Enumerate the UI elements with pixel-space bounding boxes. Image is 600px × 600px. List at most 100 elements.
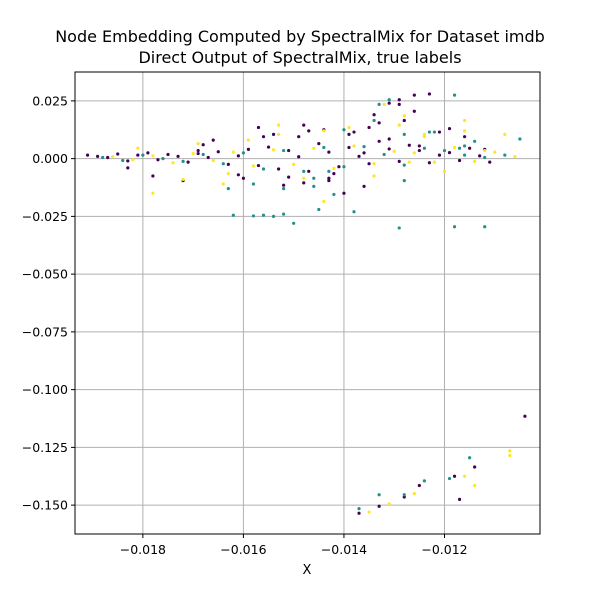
scatter-point [473, 139, 477, 143]
scatter-point [156, 158, 160, 162]
scatter-point [241, 151, 246, 155]
scatter-point [312, 184, 316, 188]
scatter-point [246, 138, 251, 142]
scatter-point [176, 154, 180, 158]
scatter-point [287, 148, 291, 153]
scatter-point [387, 101, 391, 105]
scatter-point [221, 162, 225, 166]
scatter-point [196, 151, 200, 156]
scatter-point [186, 160, 190, 164]
scatter-point [302, 123, 306, 127]
scatter-point [397, 226, 401, 230]
scatter-point [473, 465, 477, 469]
scatter-point [508, 453, 512, 458]
scatter-point [171, 161, 175, 165]
scatter-point [327, 178, 331, 183]
y-tick-label: −0.150 [22, 498, 68, 513]
scatter-point [85, 153, 90, 157]
scatter-point [191, 151, 195, 156]
scatter-point [317, 142, 321, 146]
scatter-point [462, 474, 467, 478]
scatter-point [221, 182, 225, 186]
scatter-point [377, 139, 381, 143]
scatter-point [302, 169, 306, 173]
scatter-point [488, 160, 492, 164]
scatter-point [447, 126, 452, 131]
scatter-point [146, 151, 150, 155]
scatter-point [447, 151, 452, 155]
scatter-point [422, 146, 426, 150]
scatter-point [382, 102, 386, 106]
scatter-point [483, 225, 487, 229]
scatter-point [126, 159, 130, 163]
scatter-point [136, 146, 140, 150]
scatter-point [196, 142, 200, 146]
scatter-point [307, 129, 311, 133]
scatter-point [317, 207, 321, 212]
scatter-point [151, 191, 155, 195]
scatter-point [136, 153, 140, 157]
scatter-point [437, 153, 442, 157]
grid [75, 72, 540, 534]
scatter-point [347, 132, 351, 136]
scatter-point [452, 145, 457, 150]
scatter-point [427, 161, 432, 165]
scatter-point [261, 213, 266, 217]
scatter-point [116, 152, 120, 156]
scatter-point [96, 154, 100, 158]
scatter-point [402, 114, 406, 118]
scatter-point [503, 153, 507, 157]
scatter-point [382, 152, 386, 157]
scatter-point [362, 184, 366, 188]
scatter-point [442, 148, 447, 153]
scatter-point [151, 174, 155, 178]
scatter-point [322, 129, 326, 133]
scatter-point [131, 158, 135, 162]
scatter-point [397, 102, 401, 106]
scatter-point [483, 148, 487, 153]
scatter-point [437, 130, 442, 134]
scatter-point [397, 98, 401, 102]
scatter-point [181, 159, 185, 163]
scatter-point [462, 129, 467, 133]
x-tick-label: −0.018 [120, 542, 166, 557]
scatter-point [241, 176, 246, 180]
y-tick-label: −0.050 [22, 267, 68, 282]
scatter-point [352, 130, 356, 134]
scatter-point [211, 138, 215, 142]
scatter-point [362, 151, 366, 155]
scatter-point [478, 154, 482, 158]
scatter-point [523, 414, 527, 418]
scatter-point [196, 148, 200, 153]
scatter-point [432, 160, 437, 164]
scatter-point [166, 152, 170, 157]
scatter-point [387, 502, 391, 506]
scatter-point [387, 147, 391, 151]
scatter-point [452, 93, 457, 97]
scatter-point [226, 187, 230, 191]
x-axis-label: X [303, 563, 312, 578]
scatter-point [377, 121, 381, 125]
scatter-point [307, 169, 311, 173]
scatter-point [362, 145, 366, 149]
scatter-point [407, 143, 411, 147]
scatter-point [417, 148, 421, 153]
scatter-point [457, 158, 462, 163]
scatter-point [276, 132, 281, 136]
scatter-point [518, 137, 522, 141]
scatter-point [417, 144, 421, 148]
scatter-point [387, 98, 391, 102]
scatter-point [412, 151, 416, 155]
scatter-point [402, 118, 406, 123]
scatter-point [387, 137, 391, 141]
scatter-point [508, 449, 512, 453]
scatter-point [422, 132, 426, 136]
scatter-point [276, 123, 281, 127]
scatter-point [342, 165, 346, 169]
scatter-point [402, 178, 406, 183]
scatter-point [357, 511, 361, 515]
scatter-point [493, 150, 497, 154]
scatter-point [282, 187, 286, 191]
scatter-point [271, 214, 276, 218]
